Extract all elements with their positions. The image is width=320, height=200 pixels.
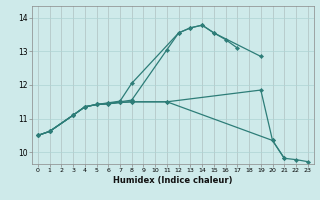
X-axis label: Humidex (Indice chaleur): Humidex (Indice chaleur) <box>113 176 233 185</box>
